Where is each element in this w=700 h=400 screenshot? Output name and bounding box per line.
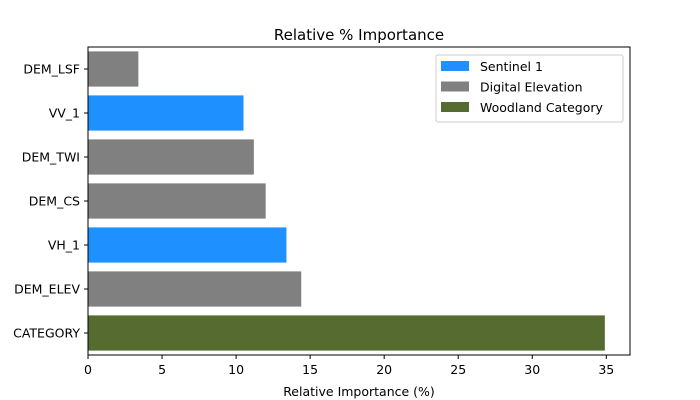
bar-dem-elev: [88, 271, 302, 307]
x-axis-label: Relative Importance (%): [283, 384, 435, 399]
chart-title: Relative % Importance: [274, 26, 444, 44]
x-axis: 0 5 10 15 20 25 30 35: [84, 355, 614, 377]
x-tick-label: 25: [450, 362, 466, 377]
bar-vv-1: [88, 95, 244, 131]
legend-swatch: [441, 81, 469, 92]
legend: Sentinel 1 Digital Elevation Woodland Cate…: [435, 54, 624, 123]
y-axis: CATEGORY DEM_ELEV VH_1 DEM_CS DEM_TWI VV_1 DEM…: [13, 62, 88, 341]
y-tick-label: DEM_CS: [29, 194, 80, 209]
x-tick-label: 0: [84, 362, 92, 377]
bar-category: [88, 315, 605, 351]
bar-vh-1: [88, 227, 287, 263]
x-tick-label: 15: [302, 362, 318, 377]
x-tick-label: 10: [228, 362, 244, 377]
x-tick-label: 20: [376, 362, 392, 377]
bar-dem-lsf: [88, 51, 139, 87]
bar-dem-cs: [88, 183, 266, 219]
y-tick-label: DEM_ELEV: [14, 282, 80, 297]
y-tick-label: DEM_LSF: [23, 62, 80, 77]
x-tick-label: 35: [598, 362, 614, 377]
y-tick-label: CATEGORY: [13, 326, 80, 341]
legend-swatch: [441, 102, 469, 112]
legend-label: Digital Elevation: [480, 80, 583, 95]
bar-dem-twi: [88, 139, 254, 175]
legend-label: Woodland Category: [480, 100, 604, 115]
legend-label: Sentinel 1: [480, 59, 543, 74]
legend-swatch: [441, 61, 469, 71]
bars-layer: [88, 51, 605, 351]
x-tick-label: 30: [524, 362, 540, 377]
legend-frame: [435, 54, 624, 123]
y-tick-label: VV_1: [49, 106, 80, 121]
y-tick-label: DEM_TWI: [22, 150, 80, 165]
y-tick-label: VH_1: [48, 238, 80, 253]
x-tick-label: 5: [158, 362, 166, 377]
